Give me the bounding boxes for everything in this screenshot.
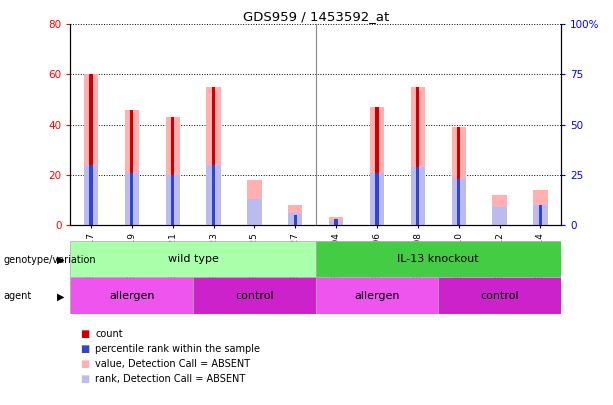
Bar <box>411 87 425 225</box>
Text: wild type: wild type <box>168 254 218 264</box>
Bar <box>335 219 338 225</box>
Bar <box>70 241 316 277</box>
Text: ▶: ▶ <box>57 255 64 265</box>
Bar <box>533 190 547 225</box>
Text: ■: ■ <box>80 344 89 354</box>
Text: rank, Detection Call = ABSENT: rank, Detection Call = ABSENT <box>95 374 245 384</box>
Text: allergen: allergen <box>109 291 154 301</box>
Bar <box>89 164 93 225</box>
Bar <box>247 180 262 225</box>
Bar <box>207 87 221 225</box>
Bar <box>533 205 547 225</box>
Bar <box>316 241 561 277</box>
Bar <box>247 199 262 225</box>
Bar <box>375 173 379 225</box>
Text: ■: ■ <box>80 329 89 339</box>
Bar <box>438 277 561 314</box>
Bar <box>492 207 507 225</box>
Bar <box>130 173 134 225</box>
Bar <box>416 87 419 225</box>
Bar <box>329 217 343 225</box>
Text: ▶: ▶ <box>57 292 64 301</box>
Bar <box>539 205 542 225</box>
Title: GDS959 / 1453592_at: GDS959 / 1453592_at <box>243 10 389 23</box>
Bar <box>288 213 302 225</box>
Bar <box>294 215 297 225</box>
Bar <box>166 175 180 225</box>
Text: ■: ■ <box>80 359 89 369</box>
Text: control: control <box>235 291 274 301</box>
Bar <box>70 277 193 314</box>
Bar <box>416 166 419 225</box>
Bar <box>375 107 379 225</box>
Bar <box>207 164 221 225</box>
Text: allergen: allergen <box>354 291 400 301</box>
Bar <box>212 164 215 225</box>
Bar <box>84 75 98 225</box>
Bar <box>212 87 215 225</box>
Bar <box>124 173 139 225</box>
Bar <box>288 205 302 225</box>
Text: IL-13 knockout: IL-13 knockout <box>397 254 479 264</box>
Text: control: control <box>480 291 519 301</box>
Text: count: count <box>95 329 123 339</box>
Bar <box>171 175 174 225</box>
Text: ■: ■ <box>80 374 89 384</box>
Bar <box>84 164 98 225</box>
Text: agent: agent <box>3 292 31 301</box>
Bar <box>492 195 507 225</box>
Bar <box>171 117 174 225</box>
Bar <box>370 107 384 225</box>
Text: genotype/variation: genotype/variation <box>3 255 96 265</box>
Bar <box>452 127 466 225</box>
Bar <box>457 179 460 225</box>
Bar <box>89 75 93 225</box>
Bar <box>124 109 139 225</box>
Bar <box>411 166 425 225</box>
Text: percentile rank within the sample: percentile rank within the sample <box>95 344 260 354</box>
Bar <box>166 117 180 225</box>
Bar <box>457 127 460 225</box>
Bar <box>130 109 134 225</box>
Bar <box>193 277 316 314</box>
Text: value, Detection Call = ABSENT: value, Detection Call = ABSENT <box>95 359 250 369</box>
Bar <box>316 277 438 314</box>
Bar <box>329 221 343 225</box>
Bar <box>370 173 384 225</box>
Bar <box>452 179 466 225</box>
